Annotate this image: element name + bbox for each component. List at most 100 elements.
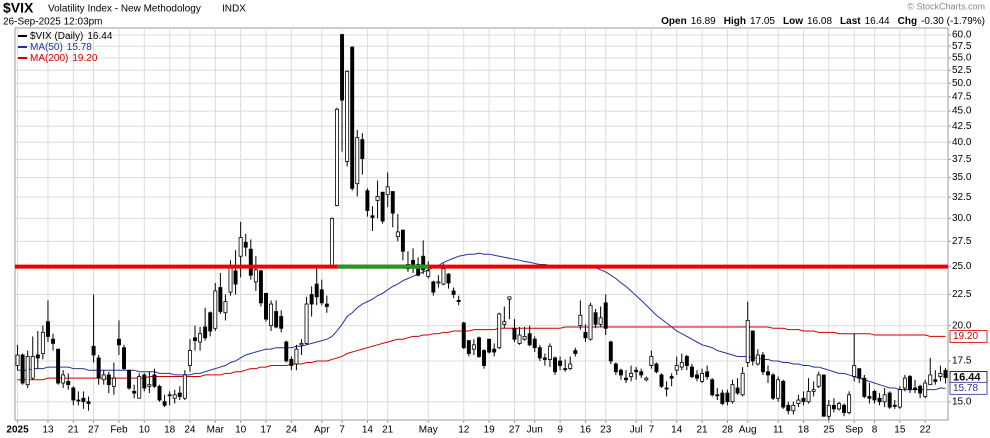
timestamp: 26-Sep-2025 12:03pm — [3, 17, 103, 28]
x-tick-label: Jun — [527, 425, 543, 436]
candle-body — [203, 326, 208, 339]
candle-body — [299, 343, 304, 346]
candle-body — [466, 340, 471, 354]
candle-body — [441, 268, 446, 285]
x-tick-label: 21 — [382, 425, 394, 436]
candle-body — [269, 303, 274, 327]
candle-body — [30, 356, 35, 379]
candle-body — [426, 270, 431, 277]
candle-body — [106, 374, 111, 386]
candle-body — [588, 304, 593, 340]
candle-body — [877, 397, 882, 403]
quote-label: Chg — [898, 16, 917, 27]
candle-body — [416, 264, 421, 276]
candle-body — [578, 314, 583, 327]
candle-body — [811, 389, 816, 392]
candle-body — [350, 46, 355, 189]
candle-body — [253, 269, 258, 283]
candle-body — [527, 333, 532, 346]
quote: Open 16.89 High 17.05 Low 16.08 Last 16.44 Chg -0… — [661, 16, 985, 27]
candle-body — [45, 321, 50, 337]
candle-body — [319, 289, 324, 304]
x-tick-label: 21 — [68, 425, 80, 436]
candle-body — [314, 283, 319, 298]
x-tick-label: 10 — [139, 425, 151, 436]
y-tick-label: 15.0 — [952, 396, 972, 407]
y-tick-label: 55.0 — [952, 53, 972, 64]
candle-body — [603, 302, 608, 329]
candle-body — [669, 376, 674, 379]
candle-body — [821, 374, 826, 417]
candle-body — [517, 334, 522, 344]
x-tick-label: 15 — [894, 425, 906, 436]
candle-body — [938, 372, 943, 377]
candle-body — [902, 377, 907, 389]
candle-body — [208, 312, 213, 332]
y-tick-label: 20.0 — [952, 320, 972, 331]
plot-frame — [14, 27, 949, 421]
candle-body — [122, 347, 126, 370]
candle-body — [740, 372, 745, 396]
candle-body — [116, 338, 121, 346]
candle-body — [593, 312, 598, 325]
candle-body — [284, 341, 289, 362]
ma-line — [17, 326, 946, 381]
candle-body — [101, 374, 106, 381]
legend-value: 16.44 — [87, 31, 112, 42]
candle-body — [390, 191, 395, 214]
candle-body — [882, 394, 887, 403]
candle-body — [659, 374, 664, 387]
candle-body — [335, 108, 339, 206]
x-tick-label: 13 — [42, 425, 54, 436]
quote-value: 16.08 — [807, 16, 832, 27]
candle-body — [436, 281, 441, 284]
candle-body — [695, 374, 699, 379]
y-tick-label: 30.0 — [952, 213, 972, 224]
candle-body — [918, 385, 923, 394]
candle-body — [897, 389, 902, 408]
y-tick-label: 25.0 — [952, 261, 972, 272]
quote-value: 16.89 — [691, 16, 716, 27]
x-tick-label: Jul — [630, 425, 643, 436]
y-tick-label: 37.5 — [952, 154, 972, 165]
candle-body — [172, 394, 177, 399]
candle-body — [776, 379, 781, 399]
candle-body — [639, 371, 644, 376]
candle-body — [198, 333, 203, 343]
candle-body — [66, 380, 71, 386]
value-tag-box — [949, 381, 988, 395]
candle-body — [644, 377, 649, 381]
candle-body — [279, 316, 284, 329]
legend-name: MA(50) — [30, 42, 63, 53]
candle-body — [360, 139, 365, 160]
candle-body — [730, 384, 735, 403]
candle-body — [137, 376, 142, 399]
candle-body — [629, 372, 634, 377]
candle-body — [537, 347, 542, 359]
candle-body — [933, 379, 938, 382]
candle-body — [76, 399, 81, 402]
candle-body — [613, 363, 618, 373]
copyright: © StockCharts.com — [907, 1, 985, 11]
candle-body — [329, 217, 334, 267]
exchange: INDX — [222, 4, 246, 15]
candle-body — [502, 321, 507, 325]
candle-body — [456, 300, 461, 303]
candle-body — [573, 350, 578, 354]
candle-body — [482, 350, 487, 366]
y-tick-label: 45.0 — [952, 106, 972, 117]
candle-body — [71, 387, 76, 401]
candle-body — [608, 341, 613, 362]
candle-body — [294, 348, 299, 365]
candle-body — [872, 390, 877, 401]
candle-body — [649, 356, 654, 366]
candle-body — [395, 231, 400, 238]
candle-body — [81, 397, 86, 403]
x-tick-label: 18 — [798, 425, 810, 436]
candle-body — [847, 394, 852, 413]
candle-body — [842, 404, 847, 413]
candle-body — [512, 327, 517, 340]
candle-body — [522, 336, 527, 340]
x-tick-label: 23 — [600, 425, 612, 436]
